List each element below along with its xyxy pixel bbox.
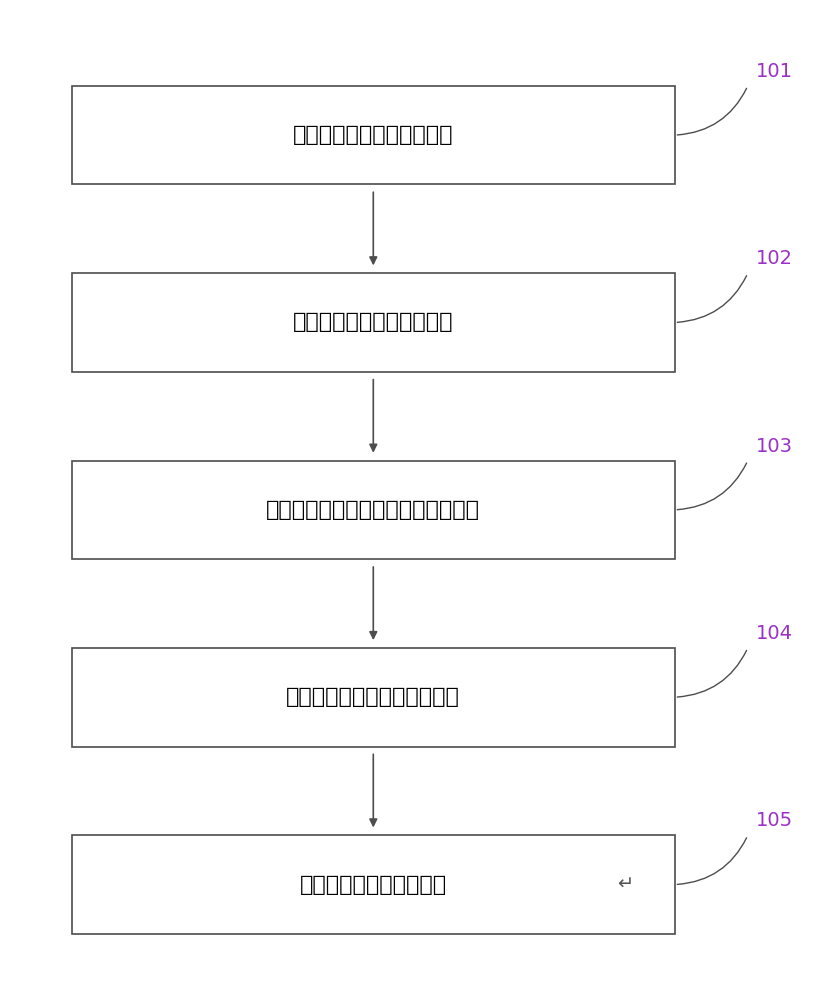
Text: 取下夹具，完成销钉装配: 取下夹具，完成销钉装配 <box>299 875 447 895</box>
FancyArrowPatch shape <box>676 650 746 697</box>
FancyBboxPatch shape <box>72 461 674 559</box>
FancyBboxPatch shape <box>72 86 674 184</box>
Text: 将销钉压入波导法兰销钉孔中: 将销钉压入波导法兰销钉孔中 <box>286 687 460 707</box>
Text: 101: 101 <box>755 62 792 81</box>
Text: 精密加工法兰销钉装配夹具: 精密加工法兰销钉装配夹具 <box>293 125 453 145</box>
FancyArrowPatch shape <box>676 463 746 510</box>
FancyBboxPatch shape <box>72 835 674 934</box>
Text: 104: 104 <box>755 624 792 643</box>
FancyArrowPatch shape <box>676 838 746 884</box>
Text: 将销钉装入夹具对应的定位导向孔中: 将销钉装入夹具对应的定位导向孔中 <box>266 500 480 520</box>
Text: 102: 102 <box>755 249 792 268</box>
FancyArrowPatch shape <box>676 276 746 322</box>
FancyBboxPatch shape <box>72 648 674 747</box>
Text: 装配夹具与波导组装在一起: 装配夹具与波导组装在一起 <box>293 312 453 332</box>
Text: ↵: ↵ <box>617 875 633 894</box>
FancyArrowPatch shape <box>676 88 746 135</box>
Text: 103: 103 <box>755 437 792 456</box>
Text: 105: 105 <box>755 811 792 830</box>
FancyBboxPatch shape <box>72 273 674 372</box>
